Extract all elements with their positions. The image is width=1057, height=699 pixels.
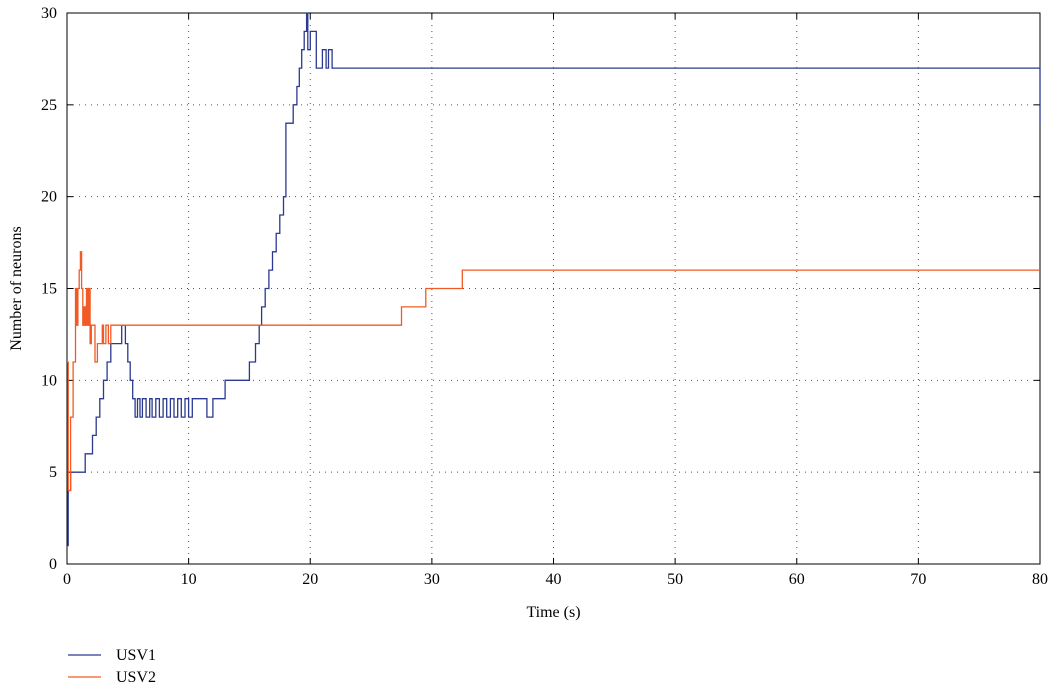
y-tick-label: 5 (49, 464, 57, 481)
x-tick-label: 20 (302, 571, 318, 588)
x-axis-title: Time (s) (526, 604, 580, 621)
x-tick-label: 60 (789, 571, 805, 588)
x-tick-label: 10 (181, 571, 197, 588)
series-line-usv1 (67, 12, 1041, 547)
y-tick-label: 0 (49, 556, 57, 573)
series-lines (67, 12, 1041, 547)
grid (67, 13, 1040, 564)
legend: USV1 USV2 (68, 647, 156, 686)
y-tick-label: 10 (41, 372, 57, 389)
axis-ticks: 0 10 20 30 40 50 60 70 80 0 5 10 15 20 25 30 (41, 5, 1048, 588)
x-tick-label: 30 (424, 571, 440, 588)
x-tick-label: 70 (910, 571, 926, 588)
y-tick-label: 30 (41, 5, 57, 22)
y-tick-label: 25 (41, 97, 57, 114)
legend-label-usv2: USV2 (116, 669, 156, 686)
series-line-usv2 (67, 251, 1040, 492)
y-tick-label: 20 (41, 189, 57, 206)
y-axis-title: Number of neurons (8, 226, 25, 350)
x-tick-label: 80 (1032, 571, 1048, 588)
legend-label-usv1: USV1 (116, 647, 156, 664)
x-tick-label: 0 (63, 571, 71, 588)
x-tick-label: 40 (546, 571, 562, 588)
x-tick-label: 50 (667, 571, 683, 588)
y-tick-label: 15 (41, 281, 57, 298)
